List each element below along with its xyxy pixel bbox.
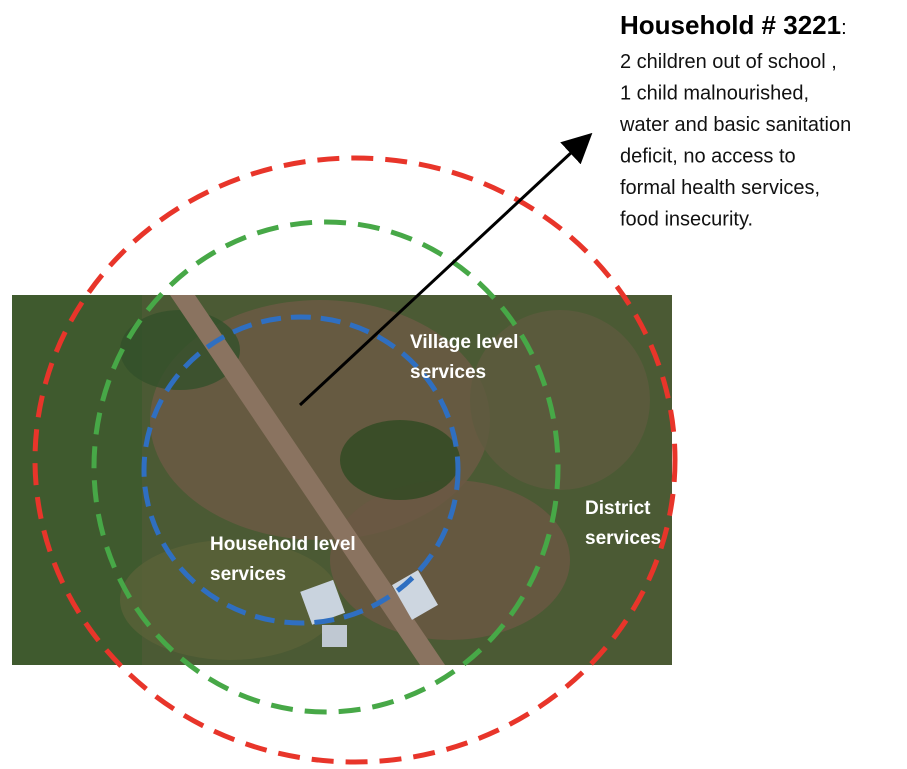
callout-line: water and basic sanitation <box>619 114 851 136</box>
callout-line: formal health services, <box>620 177 820 199</box>
aerial-image <box>12 295 672 665</box>
callout-line: food insecurity. <box>620 209 753 231</box>
ring-label: Village level <box>410 332 518 353</box>
callout-line: 2 children out of school , <box>620 51 837 73</box>
callout-line: deficit, no access to <box>620 146 796 168</box>
ring-label: District <box>585 498 651 519</box>
ring-label: Household level <box>210 534 356 555</box>
ring-label: services <box>585 528 661 549</box>
ring-label: services <box>210 564 286 585</box>
callout-line: 1 child malnourished, <box>620 83 809 105</box>
callout-title-suffix: : <box>841 17 847 39</box>
callout-title-text: Household # 3221 <box>620 10 841 40</box>
callout-title: Household # 3221: <box>620 10 847 40</box>
ring-label: services <box>410 362 486 383</box>
diagram: Household # 3221: 2 children out of scho… <box>0 0 907 769</box>
